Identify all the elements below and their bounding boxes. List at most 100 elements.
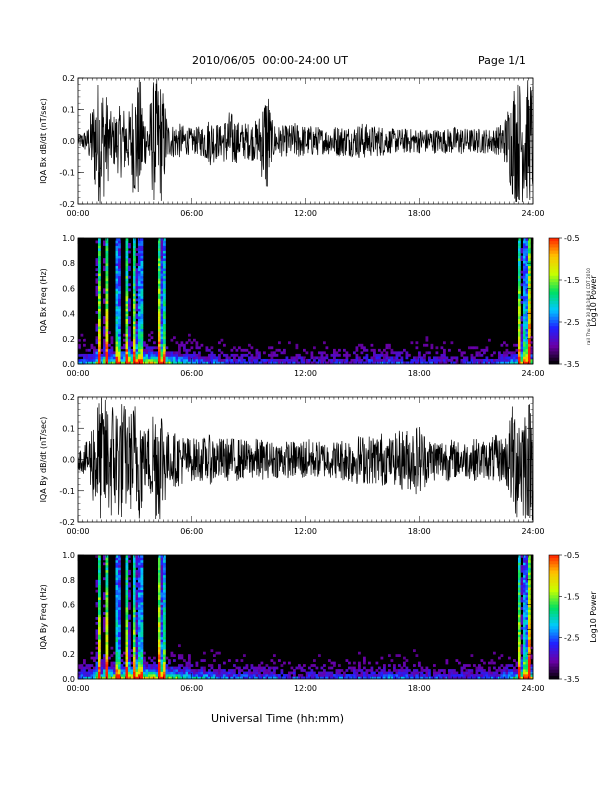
- spectrogram-cell: [95, 290, 99, 294]
- spectrogram-cell: [163, 243, 166, 246]
- spectrogram-cell: [133, 293, 136, 297]
- spectrogram-cell: [190, 361, 194, 365]
- spectrogram-cell: [158, 592, 161, 595]
- spectrogram-cell: [163, 666, 166, 670]
- spectrogram-cell: [145, 356, 149, 360]
- spectrogram-cell: [160, 654, 164, 657]
- spectrogram-cell: [140, 639, 144, 643]
- spectrogram-cell: [225, 671, 229, 675]
- spectrogram-cell: [293, 669, 296, 672]
- spectrogram-cell: [140, 361, 144, 365]
- spectrogram-cell: [508, 676, 511, 680]
- spectrogram-cell: [118, 260, 121, 264]
- spectrogram-cell: [403, 671, 406, 675]
- spectrogram-cell: [98, 316, 101, 319]
- spectrogram-cell: [525, 321, 529, 324]
- spectrogram-cell: [98, 617, 101, 620]
- spectrogram-cell: [125, 609, 129, 613]
- spectrogram-cell: [160, 577, 164, 581]
- spectrogram-cell: [443, 356, 446, 360]
- spectrogram-cell: [95, 361, 99, 365]
- spectrogram-cell: [393, 351, 396, 355]
- spectrogram-cell: [90, 656, 94, 660]
- spectrogram-cell: [210, 674, 214, 677]
- spectrogram-cell: [470, 358, 474, 362]
- spectrogram-cell: [103, 243, 106, 246]
- spectrogram-cell: [273, 666, 276, 670]
- spectrogram-cell: [115, 245, 119, 249]
- spectrogram-cell: [385, 676, 389, 680]
- spectrogram-cell: [520, 646, 524, 650]
- spectrogram-cell: [100, 676, 104, 680]
- spectrogram-cell: [210, 649, 214, 653]
- spectrogram-cell: [523, 582, 526, 586]
- spectrogram-cell: [398, 664, 401, 667]
- spectrogram-cell: [163, 567, 166, 571]
- spectrogram-cell: [140, 609, 144, 613]
- spectrogram-cell: [518, 318, 521, 322]
- spectrogram-cell: [115, 602, 119, 605]
- spectrogram-cell: [158, 288, 161, 292]
- spectrogram-cell: [250, 664, 254, 667]
- spectrogram-cell: [528, 288, 531, 292]
- spectrogram-cell: [95, 676, 99, 680]
- colorbar-swatch: [549, 657, 559, 661]
- spectrogram-cell: [483, 661, 486, 665]
- spectrogram-cell: [215, 361, 219, 365]
- spectrogram-cell: [398, 674, 401, 677]
- spectrogram-cell: [105, 336, 109, 340]
- spectrogram-cell: [525, 651, 529, 655]
- spectrogram-cell: [443, 669, 446, 672]
- spectrogram-cell: [133, 356, 136, 360]
- spectrogram-cell: [140, 577, 144, 581]
- spectrogram-cell: [475, 361, 479, 365]
- spectrogram-cell: [118, 602, 121, 605]
- spectrogram-cell: [470, 674, 474, 677]
- spectrogram-cell: [408, 676, 411, 680]
- spectrogram-cell: [105, 654, 109, 657]
- spectrogram-cell: [133, 676, 136, 680]
- spectrogram-cell: [495, 358, 499, 362]
- spectrogram-cell: [525, 609, 529, 613]
- spectrogram-cell: [223, 358, 226, 362]
- spectrogram-cell: [188, 674, 191, 677]
- spectrogram-cell: [388, 669, 391, 672]
- spectrogram-cell: [525, 644, 529, 648]
- spectrogram-cell: [518, 238, 521, 241]
- spectrogram-cell: [125, 636, 129, 640]
- spectrogram-cell: [148, 361, 151, 365]
- spectrogram-cell: [385, 358, 389, 362]
- spectrogram-cell: [133, 634, 136, 638]
- spectrogram-cell: [98, 311, 101, 314]
- spectrogram-cell: [293, 358, 296, 362]
- spectrogram-cell: [455, 361, 459, 365]
- spectrogram-cell: [355, 356, 359, 360]
- spectrogram-cell: [528, 607, 531, 610]
- spectrogram-cell: [213, 654, 216, 657]
- spectrogram-cell: [105, 290, 109, 294]
- spectrogram-cell: [188, 333, 191, 337]
- spectrogram-cell: [188, 661, 191, 665]
- spectrogram-cell: [205, 361, 209, 365]
- spectrogram-cell: [135, 285, 139, 289]
- spectrogram-cell: [125, 356, 129, 360]
- spectrogram-cell: [350, 674, 354, 677]
- spectrogram-cell: [135, 333, 139, 337]
- spectrogram-cell: [103, 577, 106, 581]
- spectrogram-cell: [115, 644, 119, 648]
- colorbar-swatch: [549, 629, 559, 633]
- spectrogram-cell: [115, 303, 119, 307]
- spectrogram-cell: [133, 341, 136, 345]
- spectrogram-cell: [140, 594, 144, 598]
- spectrogram-cell: [343, 674, 346, 677]
- spectrogram-cell: [523, 559, 526, 563]
- spectrogram-cell: [135, 661, 139, 665]
- spectrogram-cell: [523, 676, 526, 680]
- spectrogram-cell: [518, 353, 521, 357]
- spectrogram-cell: [523, 263, 526, 267]
- colorbar-swatch: [549, 573, 559, 578]
- spectrogram-cell: [428, 669, 431, 672]
- spectrogram-cell: [163, 283, 166, 287]
- spectrogram-cell: [160, 661, 164, 665]
